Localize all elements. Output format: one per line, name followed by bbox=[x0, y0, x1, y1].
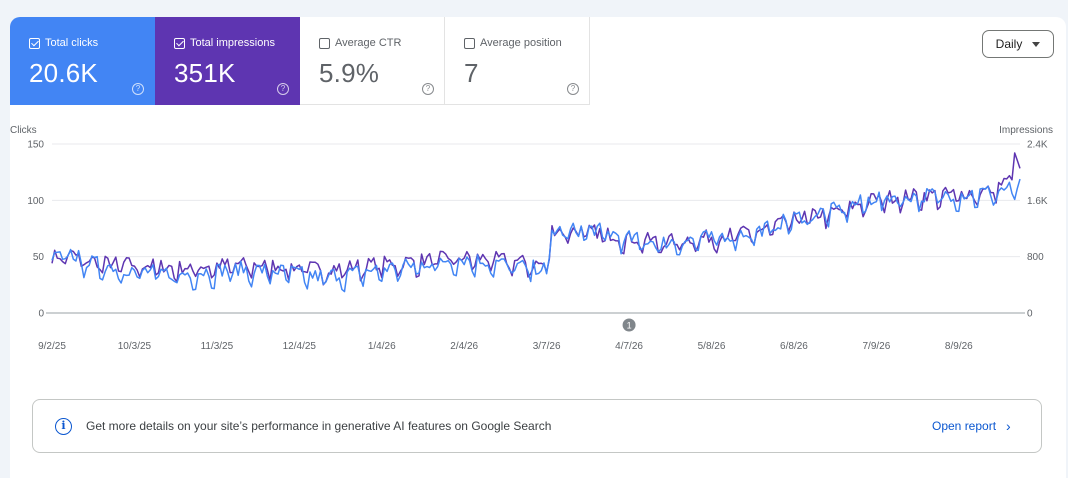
left-axis-title: Clicks bbox=[10, 125, 37, 136]
metric-header: Average position bbox=[464, 37, 562, 49]
checkbox-checked-icon[interactable] bbox=[174, 37, 185, 49]
metric-value: 351K bbox=[174, 58, 236, 88]
x-tick-label: 11/3/25 bbox=[201, 341, 234, 352]
x-tick-label: 3/7/26 bbox=[533, 341, 561, 352]
help-icon[interactable]: ? bbox=[422, 83, 434, 95]
metric-label: Average CTR bbox=[335, 37, 402, 49]
open-report-label: Open report bbox=[932, 419, 997, 433]
left-tick-label: 0 bbox=[38, 309, 44, 320]
right-tick-label: 0 bbox=[1027, 309, 1033, 320]
info-icon: i bbox=[55, 418, 72, 435]
granularity-dropdown[interactable]: Daily bbox=[982, 30, 1054, 58]
metric-value: 5.9% bbox=[319, 58, 380, 88]
right-tick-label: 800 bbox=[1027, 252, 1044, 263]
help-icon[interactable]: ? bbox=[567, 83, 579, 95]
left-tick-label: 50 bbox=[33, 252, 45, 263]
x-tick-label: 6/8/26 bbox=[780, 341, 808, 352]
metric-value: 20.6K bbox=[29, 58, 98, 88]
metric-label: Average position bbox=[480, 37, 562, 49]
chevron-right-icon: › bbox=[1006, 418, 1011, 434]
checkbox-checked-icon[interactable] bbox=[29, 37, 40, 49]
metric-average-ctr[interactable]: Average CTR 5.9% ? bbox=[300, 17, 445, 105]
left-tick-label: 100 bbox=[27, 196, 44, 207]
x-tick-label: 7/9/26 bbox=[862, 341, 890, 352]
x-tick-label: 9/2/25 bbox=[38, 341, 66, 352]
x-tick-label: 8/9/26 bbox=[945, 341, 973, 352]
metric-label: Total clicks bbox=[45, 37, 99, 49]
metric-header: Total impressions bbox=[174, 37, 275, 49]
right-axis-title: Impressions bbox=[999, 125, 1053, 136]
metric-value: 7 bbox=[464, 58, 479, 88]
annotation-marker bbox=[622, 318, 636, 332]
ai-features-banner: i Get more details on your site’s perfor… bbox=[32, 399, 1042, 453]
metric-label: Total impressions bbox=[190, 37, 275, 49]
performance-card: Total clicks 20.6K ? Total impressions 3… bbox=[10, 17, 1066, 478]
x-tick-label: 5/8/26 bbox=[698, 341, 726, 352]
metric-tabs: Total clicks 20.6K ? Total impressions 3… bbox=[10, 17, 590, 105]
metric-total-clicks[interactable]: Total clicks 20.6K ? bbox=[10, 17, 155, 105]
checkbox-unchecked-icon[interactable] bbox=[319, 37, 330, 49]
series-line-clicks bbox=[51, 178, 1021, 293]
series-line-impressions bbox=[51, 152, 1021, 286]
performance-chart: Clicks Impressions 0 50 100 150 0 800 1.6K 2.4K 9/… bbox=[10, 125, 1053, 352]
annotation-label: 1 bbox=[627, 321, 632, 331]
x-tick-label: 4/7/26 bbox=[615, 341, 643, 352]
caret-down-icon bbox=[1032, 41, 1041, 47]
help-icon[interactable]: ? bbox=[132, 83, 144, 95]
right-tick-label: 1.6K bbox=[1027, 196, 1048, 207]
x-tick-label: 12/4/25 bbox=[283, 341, 317, 352]
checkbox-unchecked-icon[interactable] bbox=[464, 37, 475, 49]
left-tick-label: 150 bbox=[27, 140, 44, 151]
x-tick-label: 1/4/26 bbox=[368, 341, 396, 352]
help-icon[interactable]: ? bbox=[277, 83, 289, 95]
metric-total-impressions[interactable]: Total impressions 351K ? bbox=[155, 17, 300, 105]
metric-header: Average CTR bbox=[319, 37, 401, 49]
x-tick-label: 2/4/26 bbox=[450, 341, 478, 352]
granularity-selected: Daily bbox=[995, 37, 1023, 51]
metric-header: Total clicks bbox=[29, 37, 98, 49]
banner-text: Get more details on your site’s performa… bbox=[86, 419, 552, 433]
open-report-link[interactable]: Open report › bbox=[932, 418, 1011, 434]
x-tick-label: 10/3/25 bbox=[118, 341, 152, 352]
metric-average-position[interactable]: Average position 7 ? bbox=[445, 17, 590, 105]
right-tick-label: 2.4K bbox=[1027, 140, 1048, 151]
